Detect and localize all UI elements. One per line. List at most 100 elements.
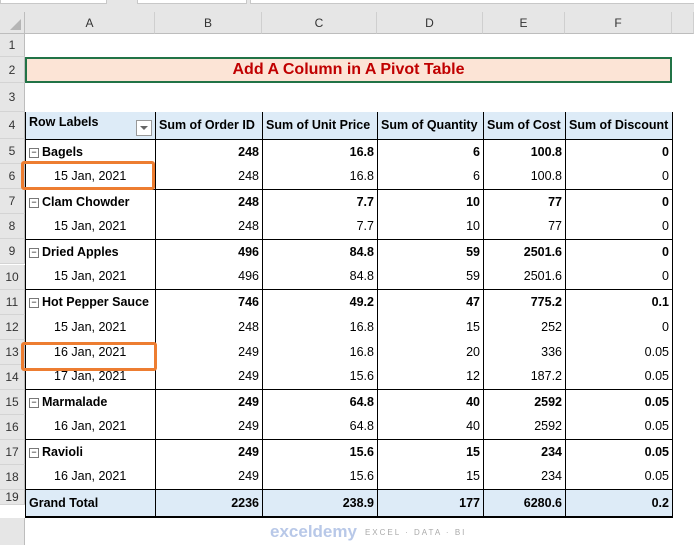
value-cell: 0 <box>565 138 673 164</box>
value-cell: 2592 <box>483 388 566 414</box>
filter-dropdown-icon[interactable] <box>136 119 152 136</box>
collapse-icon[interactable]: − <box>29 197 39 208</box>
group-row: − Dried Apples 496 84.8 59 2501.6 0 <box>25 238 673 264</box>
column-header-a[interactable]: A <box>25 12 155 34</box>
value-cell: 16.8 <box>262 138 378 164</box>
row-label-cell[interactable]: − Dried Apples <box>25 238 156 264</box>
value-cell: 249 <box>155 464 263 489</box>
value-cell: 0.05 <box>565 438 673 464</box>
value-cell: 746 <box>155 288 263 314</box>
header-label: Sum of Discount <box>569 118 669 133</box>
select-all-corner[interactable] <box>0 12 25 34</box>
value-cell: 40 <box>377 388 484 414</box>
value-cell: 0.05 <box>565 464 673 489</box>
column-header-d[interactable]: D <box>377 12 483 34</box>
value-cell: 7.7 <box>262 214 378 239</box>
row-label: 16 Jan, 2021 <box>54 419 127 434</box>
column-header-b[interactable]: B <box>155 12 262 34</box>
value-cell: 0 <box>565 214 673 239</box>
value-cell: 59 <box>377 264 484 289</box>
row-label-cell[interactable]: − Clam Chowder <box>25 188 156 214</box>
collapse-icon[interactable]: − <box>29 297 39 308</box>
grand-total-label: Grand Total <box>25 488 156 518</box>
value-cell: 84.8 <box>262 238 378 264</box>
row-header-2[interactable]: 2 <box>0 57 25 83</box>
total-cell: 6280.6 <box>483 488 566 518</box>
value-cell: 0 <box>565 314 673 339</box>
collapse-icon[interactable]: − <box>29 447 39 458</box>
value-cell: 16.8 <box>262 314 378 339</box>
highlight-box-row13 <box>21 342 157 371</box>
row-header-9[interactable]: 9 <box>0 239 25 265</box>
value-cell: 2501.6 <box>483 264 566 289</box>
value-cell: 84.8 <box>262 264 378 289</box>
row-label-cell[interactable]: − Ravioli <box>25 438 156 464</box>
row-header-3[interactable]: 3 <box>0 83 25 112</box>
value-cell: 15 <box>377 464 484 489</box>
collapse-icon[interactable]: − <box>29 147 39 158</box>
row-header-17[interactable]: 17 <box>0 440 25 466</box>
row-header-14[interactable]: 14 <box>0 364 25 390</box>
table-row: 15 Jan, 2021 248 16.8 15 252 0 <box>25 314 673 339</box>
formula-bar-strip <box>0 0 694 12</box>
header-label: Sum of Quantity <box>381 118 478 133</box>
row-header-7[interactable]: 7 <box>0 189 25 215</box>
row-header-15[interactable]: 15 <box>0 390 25 416</box>
row-label-cell: 15 Jan, 2021 <box>25 314 156 339</box>
watermark-logo: exceldemy EXCEL · DATA · BI <box>270 522 466 542</box>
row-header-11[interactable]: 11 <box>0 289 25 315</box>
row-header-1[interactable]: 1 <box>0 34 25 57</box>
value-cell: 248 <box>155 214 263 239</box>
value-cell: 249 <box>155 438 263 464</box>
value-cell: 234 <box>483 464 566 489</box>
pivot-header-row: Row Labels Sum of Order ID Sum of Unit Pri… <box>25 112 673 140</box>
collapse-icon[interactable]: − <box>29 247 39 258</box>
collapse-icon[interactable]: − <box>29 397 39 408</box>
value-cell: 248 <box>155 314 263 339</box>
column-header-f[interactable]: F <box>565 12 672 34</box>
row-header-6[interactable]: 6 <box>0 164 25 190</box>
value-cell: 187.2 <box>483 364 566 389</box>
value-cell: 248 <box>155 138 263 164</box>
row-label-cell[interactable]: − Bagels <box>25 138 156 164</box>
row-header-18[interactable]: 18 <box>0 465 25 491</box>
value-cell: 15 <box>377 314 484 339</box>
row-header-12[interactable]: 12 <box>0 314 25 340</box>
row-label-cell[interactable]: − Marmalade <box>25 388 156 414</box>
row-header-4[interactable]: 4 <box>0 112 25 139</box>
watermark-name: exceldemy <box>270 522 357 541</box>
value-cell: 16.8 <box>262 164 378 189</box>
value-cell: 249 <box>155 388 263 414</box>
row-header-10[interactable]: 10 <box>0 264 25 290</box>
value-cell: 249 <box>155 339 263 364</box>
row-label: Hot Pepper Sauce <box>42 294 149 309</box>
row-label: Marmalade <box>42 394 108 409</box>
formula-input[interactable] <box>250 0 694 4</box>
value-cell: 249 <box>155 414 263 439</box>
value-cell: 64.8 <box>262 414 378 439</box>
column-header-c[interactable]: C <box>262 12 377 34</box>
total-cell: 177 <box>377 488 484 518</box>
row-header-13[interactable]: 13 <box>0 339 25 365</box>
value-cell: 2501.6 <box>483 238 566 264</box>
row-header-8[interactable]: 8 <box>0 214 25 240</box>
row-header-19[interactable]: 19 <box>0 490 25 506</box>
row-label: 17 Jan, 2021 <box>54 369 127 384</box>
header-cell[interactable]: Row Labels <box>25 112 156 140</box>
header-label: Sum of Unit Price <box>266 118 371 133</box>
row-header-5[interactable]: 5 <box>0 139 25 165</box>
total-cell: 238.9 <box>262 488 378 518</box>
value-cell: 16.8 <box>262 339 378 364</box>
table-row: 16 Jan, 2021 249 64.8 40 2592 0.05 <box>25 414 673 439</box>
name-box[interactable] <box>0 0 107 4</box>
row-label-cell[interactable]: − Hot Pepper Sauce <box>25 288 156 314</box>
value-cell: 64.8 <box>262 388 378 414</box>
group-row: − Marmalade 249 64.8 40 2592 0.05 <box>25 388 673 414</box>
row-label: 15 Jan, 2021 <box>54 269 127 284</box>
row-header-16[interactable]: 16 <box>0 415 25 441</box>
row-label: 15 Jan, 2021 <box>54 169 127 184</box>
value-cell: 234 <box>483 438 566 464</box>
row-label: Clam Chowder <box>42 194 130 209</box>
value-cell: 40 <box>377 414 484 439</box>
column-header-e[interactable]: E <box>483 12 565 34</box>
